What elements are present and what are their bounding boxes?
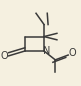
Text: O: O (68, 48, 76, 58)
Text: O: O (1, 51, 9, 61)
Text: N: N (43, 46, 51, 56)
